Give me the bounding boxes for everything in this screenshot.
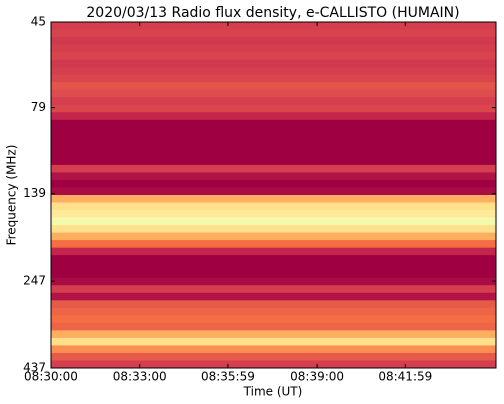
heatmap-cell (51, 82, 496, 91)
y-tick-label: 247 (23, 274, 46, 288)
heatmap-cell (51, 285, 496, 294)
x-axis-label: Time (UT) (243, 385, 303, 399)
heatmap-cell (51, 89, 496, 98)
heatmap-cell (51, 44, 496, 53)
y-tick-label: 45 (31, 15, 46, 29)
heatmap-cell (51, 59, 496, 68)
heatmap-cell (51, 330, 496, 339)
x-tick-label: 08:39:00 (290, 370, 344, 384)
x-tick-label: 08:35:59 (201, 370, 255, 384)
heatmap-cell (51, 337, 496, 346)
heatmap-cell (51, 195, 496, 204)
heatmap-cell (51, 112, 496, 121)
heatmap-cell (51, 164, 496, 173)
x-tick-label: 08:41:59 (378, 370, 432, 384)
heatmap-cell (51, 74, 496, 83)
heatmap-cell (51, 247, 496, 256)
y-axis-label: Frequency (MHz) (5, 145, 19, 246)
heatmap-cell (51, 127, 496, 136)
heatmap-cell (51, 187, 496, 196)
heatmap-cell (51, 345, 496, 354)
heatmap-cell (51, 134, 496, 143)
heatmap-cell (51, 52, 496, 61)
heatmap-cell (51, 142, 496, 151)
heatmap-cell (51, 255, 496, 264)
heatmap-cell (51, 97, 496, 106)
heatmap-cell (51, 307, 496, 316)
heatmap-cell (51, 240, 496, 249)
heatmap-cell (51, 172, 496, 181)
y-tick-label: 79 (31, 100, 46, 114)
heatmap-cell (51, 322, 496, 331)
heatmap-cell (51, 360, 496, 369)
heatmap-cell (51, 202, 496, 211)
heatmap-cell (51, 179, 496, 188)
y-tick-label: 437 (23, 361, 46, 375)
heatmap-cell (51, 277, 496, 286)
heatmap-cell (51, 217, 496, 226)
heatmap-cell (51, 149, 496, 158)
heatmap-cell (51, 29, 496, 38)
heatmap-cell (51, 210, 496, 219)
heatmap-cell (51, 22, 496, 31)
heatmap-cell (51, 270, 496, 279)
heatmap-cell (51, 315, 496, 324)
heatmap-cell (51, 119, 496, 128)
heatmap-cell (51, 292, 496, 301)
heatmap-cell (51, 104, 496, 113)
heatmap-cell (51, 232, 496, 241)
heatmap-cell (51, 262, 496, 271)
heatmap-cell (51, 67, 496, 76)
heatmap-cell (51, 225, 496, 234)
x-tick-label: 08:30:00 (24, 370, 78, 384)
heatmap-cell (51, 157, 496, 166)
x-tick-label: 08:33:00 (113, 370, 167, 384)
heatmap-cell (51, 300, 496, 309)
chart-title: 2020/03/13 Radio flux density, e-CALLIST… (86, 5, 459, 21)
heatmap-cell (51, 37, 496, 46)
y-tick-label: 139 (23, 186, 46, 200)
plot-frame (50, 21, 497, 369)
heatmap-cell (51, 352, 496, 361)
